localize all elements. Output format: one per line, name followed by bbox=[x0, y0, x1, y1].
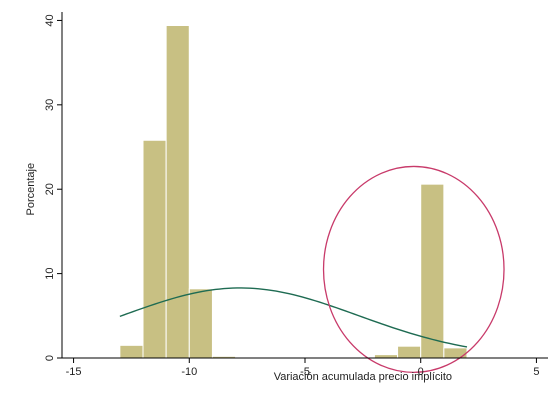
labels-layer: Variación acumulada precio implícito Por… bbox=[25, 14, 539, 383]
histogram-bar-8 bbox=[420, 183, 445, 359]
highlight-ellipse bbox=[322, 165, 505, 373]
x-axis-title: Variación acumulada precio implícito bbox=[274, 371, 452, 383]
histogram-bar-6 bbox=[373, 354, 399, 359]
y-tick-label: 40 bbox=[44, 14, 56, 26]
x-tick-label: -10 bbox=[181, 366, 197, 378]
y-axis-title: Porcentaje bbox=[25, 163, 37, 216]
curve-layer bbox=[119, 287, 468, 348]
x-tick-label: 5 bbox=[533, 366, 539, 378]
histogram-bar-4 bbox=[188, 288, 213, 359]
histogram-bar-3 bbox=[165, 25, 190, 359]
y-tick-label: 20 bbox=[44, 183, 56, 195]
x-tick-label: -15 bbox=[66, 366, 82, 378]
normal-density-curve bbox=[119, 287, 468, 348]
histogram-bar-1 bbox=[119, 344, 144, 359]
x-tick-label: -5 bbox=[300, 366, 310, 378]
y-tick-label: 0 bbox=[44, 355, 56, 361]
y-tick-label: 30 bbox=[44, 99, 56, 111]
x-tick-label: 0 bbox=[418, 366, 424, 378]
axes-layer bbox=[57, 12, 548, 363]
histogram-bar-2 bbox=[142, 139, 167, 359]
annotation-layer bbox=[322, 165, 505, 373]
histogram-bar-9 bbox=[443, 347, 468, 359]
y-tick-label: 10 bbox=[44, 267, 56, 279]
bars-layer bbox=[119, 25, 468, 359]
histogram-bar-7 bbox=[397, 345, 422, 359]
